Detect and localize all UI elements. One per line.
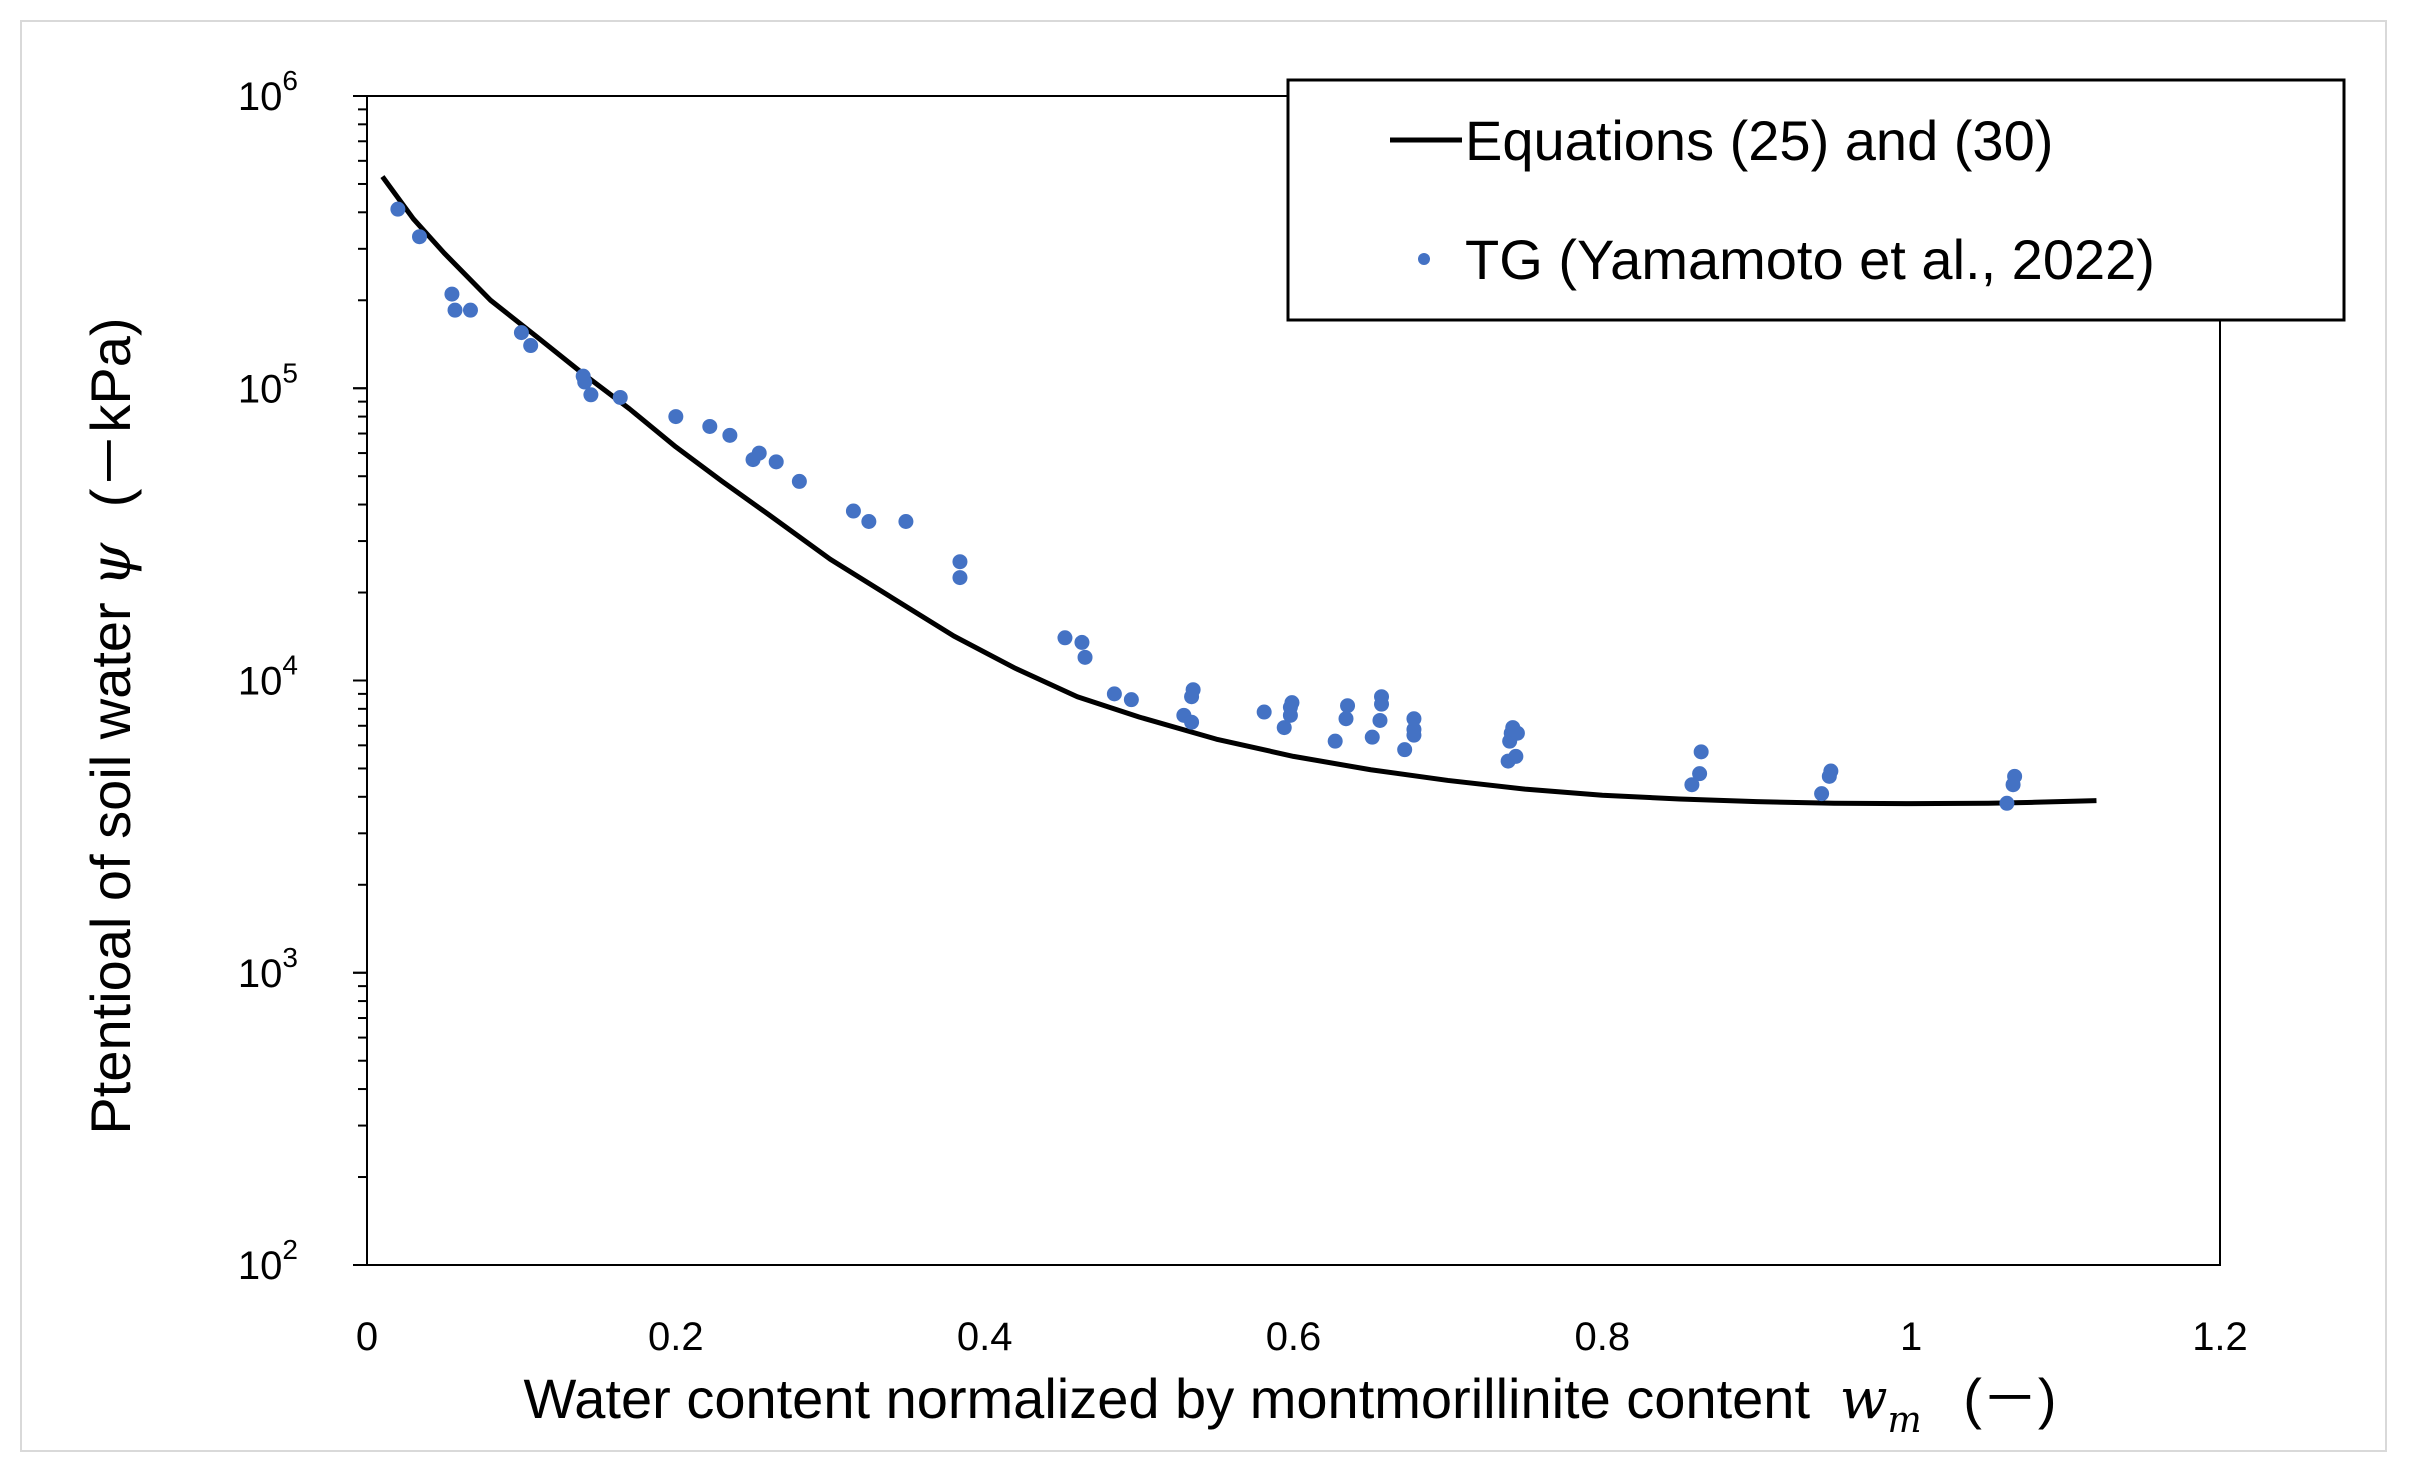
data-point-tg bbox=[583, 387, 599, 403]
y-tick-label: 106 bbox=[238, 65, 298, 119]
data-point-tg bbox=[1509, 725, 1525, 741]
x-tick-label: 1 bbox=[1900, 1315, 1922, 1359]
data-point-tg bbox=[1057, 630, 1073, 646]
data-point-tg bbox=[1123, 692, 1139, 708]
data-point-tg bbox=[768, 454, 784, 470]
y-tick-base: 10 bbox=[238, 75, 283, 119]
data-point-tg bbox=[751, 445, 767, 461]
data-point-tg bbox=[1185, 682, 1201, 698]
y-tick-exponent: 4 bbox=[282, 650, 298, 681]
y-tick-base: 10 bbox=[238, 367, 283, 411]
data-point-tg bbox=[952, 554, 968, 570]
data-point-tg bbox=[1372, 712, 1388, 728]
y-axis-symbol: ψ bbox=[79, 542, 144, 587]
data-point-tg bbox=[845, 503, 861, 519]
data-point-tg bbox=[1374, 689, 1390, 705]
x-axis-subscript: m bbox=[1888, 1400, 1922, 1441]
data-point-tg bbox=[523, 338, 539, 354]
y-tick-exponent: 2 bbox=[282, 1234, 298, 1265]
legend-box bbox=[1286, 78, 2346, 322]
data-point-tg bbox=[861, 513, 877, 529]
data-point-tg bbox=[1338, 711, 1354, 727]
legend: Equations (25) and (30) TG (Yamamoto et … bbox=[1286, 78, 2346, 322]
data-point-tg bbox=[1406, 711, 1422, 727]
data-point-tg bbox=[702, 418, 718, 434]
data-point-tg bbox=[791, 473, 807, 489]
y-tick-base: 10 bbox=[238, 660, 283, 704]
x-tick-label: 0.4 bbox=[957, 1315, 1013, 1359]
data-point-tg bbox=[1814, 786, 1830, 802]
series-points-group bbox=[390, 201, 2023, 811]
data-point-tg bbox=[1327, 733, 1343, 749]
y-tick-exponent: 3 bbox=[282, 942, 298, 973]
x-axis-unit: (－) bbox=[1963, 1367, 2056, 1430]
x-tick-labels: 0 0.2 0.4 0.6 0.8 1 1.2 bbox=[356, 1315, 2248, 1359]
series-line-equations bbox=[380, 175, 2097, 807]
data-point-tg bbox=[1276, 720, 1292, 736]
data-point-tg bbox=[1184, 714, 1200, 730]
data-point-tg bbox=[1340, 698, 1356, 714]
data-point-tg bbox=[668, 409, 684, 425]
y-tick-exponent: 6 bbox=[282, 65, 298, 96]
x-tick-label: 0 bbox=[356, 1315, 378, 1359]
y-tick-label: 103 bbox=[238, 942, 298, 996]
legend-label-equations: Equations (25) and (30) bbox=[1465, 109, 2053, 172]
legend-label-tg: TG (Yamamoto et al., 2022) bbox=[1465, 228, 2155, 291]
data-point-tg bbox=[2007, 768, 2023, 784]
y-tick-base: 10 bbox=[238, 952, 283, 996]
data-point-tg bbox=[513, 325, 529, 341]
y-axis-unit: (－kPa) bbox=[79, 317, 142, 507]
data-point-tg bbox=[952, 570, 968, 586]
data-point-tg bbox=[1077, 649, 1093, 665]
data-point-tg bbox=[462, 302, 478, 318]
data-point-tg bbox=[722, 427, 738, 443]
x-tick-label: 0.2 bbox=[648, 1315, 704, 1359]
data-point-tg bbox=[390, 201, 406, 217]
y-tick-label: 104 bbox=[238, 650, 298, 704]
y-tick-exponent: 5 bbox=[282, 357, 298, 388]
data-point-tg bbox=[444, 286, 460, 302]
legend-marker-tg bbox=[1418, 253, 1430, 265]
data-point-tg bbox=[1692, 766, 1708, 782]
y-axis-title: Ptentioal of soil water ψ (－kPa) bbox=[79, 317, 144, 1134]
data-point-tg bbox=[1823, 763, 1839, 779]
data-point-tg bbox=[1406, 721, 1422, 737]
x-axis-label: Water content normalized by montmorillin… bbox=[524, 1367, 1811, 1430]
y-tick-label: 105 bbox=[238, 357, 298, 411]
x-tick-label: 0.8 bbox=[1575, 1315, 1631, 1359]
series-line-group bbox=[380, 175, 2097, 807]
data-point-tg bbox=[412, 229, 428, 245]
data-point-tg bbox=[1284, 695, 1300, 711]
data-point-tg bbox=[577, 374, 593, 390]
data-point-tg bbox=[612, 389, 628, 405]
data-point-tg bbox=[1074, 634, 1090, 650]
data-point-tg bbox=[898, 513, 914, 529]
data-point-tg bbox=[1397, 742, 1413, 758]
y-minor-ticks bbox=[353, 95, 367, 1266]
data-point-tg bbox=[1684, 777, 1700, 793]
data-point-tg bbox=[1256, 704, 1272, 720]
data-point-tg bbox=[1999, 795, 2015, 811]
x-axis-title: Water content normalized by montmorillin… bbox=[524, 1367, 2057, 1444]
data-point-tg bbox=[1693, 744, 1709, 760]
x-tick-label: 1.2 bbox=[2192, 1315, 2248, 1359]
y-axis-label: Ptentioal of soil water bbox=[79, 602, 142, 1134]
data-point-tg bbox=[447, 302, 463, 318]
x-axis-symbol: w bbox=[1840, 1367, 1888, 1432]
data-point-tg bbox=[1364, 729, 1380, 745]
data-point-tg bbox=[1106, 686, 1122, 702]
x-tick-label: 0.6 bbox=[1266, 1315, 1322, 1359]
data-point-tg bbox=[1508, 748, 1524, 764]
y-tick-label: 102 bbox=[238, 1234, 298, 1288]
y-tick-base: 10 bbox=[238, 1244, 283, 1288]
